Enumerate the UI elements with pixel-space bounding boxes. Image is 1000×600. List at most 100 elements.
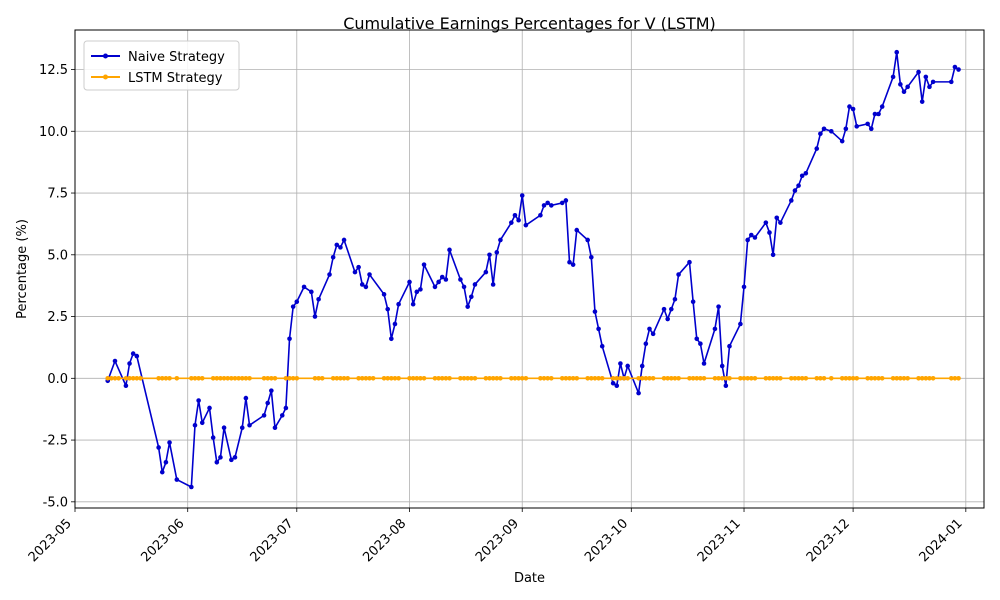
- naive-strategy-point: [436, 279, 441, 285]
- lstm-strategy-point: [210, 376, 216, 381]
- lstm-strategy-point: [850, 376, 856, 381]
- naive-strategy-point: [414, 289, 420, 295]
- naive-strategy-point: [814, 146, 820, 151]
- lstm-strategy-point: [748, 376, 754, 381]
- chart-title: Cumulative Earnings Percentages for V (L…: [343, 14, 716, 33]
- lstm-strategy-point: [636, 376, 641, 381]
- lstm-strategy-point: [541, 376, 547, 381]
- lstm-strategy-point: [290, 376, 296, 381]
- naive-strategy-point: [661, 306, 667, 312]
- naive-strategy-point: [229, 457, 234, 463]
- naive-strategy-point: [818, 131, 823, 137]
- naive-strategy-point: [574, 227, 580, 233]
- naive-strategy-point: [850, 106, 856, 112]
- lstm-strategy-point: [189, 376, 194, 381]
- naive-strategy-point: [221, 425, 227, 431]
- lstm-strategy-point: [799, 376, 805, 381]
- naive-strategy-point: [418, 287, 423, 292]
- naive-strategy-point: [199, 420, 205, 426]
- naive-strategy-point: [923, 74, 929, 80]
- naive-strategy-point: [283, 405, 289, 411]
- lstm-strategy-point: [494, 376, 500, 381]
- naive-strategy-point: [196, 398, 201, 403]
- naive-strategy-point: [381, 292, 387, 297]
- naive-strategy-point: [294, 299, 300, 305]
- lstm-strategy-point: [567, 376, 572, 381]
- lstm-strategy-point: [865, 376, 870, 381]
- lstm-strategy-point: [261, 376, 267, 381]
- naive-strategy-point: [589, 254, 594, 260]
- naive-strategy-point: [821, 126, 827, 132]
- naive-strategy-point: [214, 459, 220, 465]
- naive-strategy-point: [439, 274, 445, 280]
- lstm-strategy-point: [319, 376, 325, 381]
- naive-strategy-point: [134, 353, 140, 359]
- lstm-strategy-point: [214, 376, 220, 381]
- lstm-strategy-point: [545, 376, 550, 381]
- naive-strategy-point: [287, 336, 292, 342]
- lstm-strategy-point: [890, 376, 896, 381]
- lstm-strategy-point: [127, 376, 132, 381]
- naive-strategy-point: [669, 306, 674, 312]
- naive-strategy-point: [774, 215, 780, 221]
- lstm-strategy-point: [625, 376, 630, 381]
- naive-strategy-point: [327, 272, 332, 277]
- lstm-strategy-point: [196, 376, 201, 381]
- naive-strategy-point: [770, 252, 776, 258]
- naive-strategy-point: [610, 380, 616, 386]
- naive-strategy-point: [752, 235, 758, 240]
- naive-strategy-point: [618, 361, 623, 366]
- naive-strategy-point: [272, 425, 278, 431]
- lstm-strategy-point: [389, 376, 394, 381]
- lstm-strategy-point: [916, 376, 921, 381]
- lstm-strategy-point: [490, 376, 496, 381]
- lstm-strategy-point: [370, 376, 376, 381]
- naive-strategy-point: [447, 247, 452, 253]
- lstm-strategy-point: [396, 376, 401, 381]
- lstm-strategy-point: [345, 376, 351, 381]
- naive-strategy-point: [316, 296, 321, 302]
- lstm-strategy-point: [716, 376, 721, 381]
- lstm-strategy-point: [341, 376, 347, 381]
- naive-strategy-point: [876, 111, 881, 117]
- naive-strategy-point: [356, 264, 361, 270]
- naive-strategy-point: [338, 245, 343, 250]
- naive-strategy-point: [847, 104, 852, 109]
- naive-strategy-point: [545, 200, 550, 206]
- lstm-strategy-point: [112, 376, 118, 381]
- lstm-strategy-point: [269, 376, 274, 381]
- naive-strategy-point: [469, 294, 474, 300]
- y-tick-label: 10.0: [39, 125, 68, 140]
- lstm-strategy-point: [792, 376, 798, 381]
- naive-strategy-point: [843, 126, 849, 132]
- lstm-strategy-point: [225, 376, 231, 381]
- lstm-strategy-point: [901, 376, 907, 381]
- lstm-strategy-point: [192, 376, 198, 381]
- naive-strategy-point: [792, 188, 798, 193]
- lstm-strategy-point: [407, 376, 412, 381]
- lstm-strategy-point: [930, 376, 936, 381]
- lstm-strategy-point: [156, 376, 161, 381]
- lstm-strategy-point: [516, 376, 521, 381]
- naive-strategy-point: [676, 272, 681, 277]
- naive-strategy-point: [341, 237, 347, 243]
- naive-strategy-point: [432, 284, 438, 290]
- naive-strategy-point: [723, 383, 729, 389]
- lstm-strategy-point: [952, 376, 958, 381]
- naive-strategy-point: [312, 314, 318, 319]
- series-layer: [105, 49, 961, 490]
- naive-strategy-point: [570, 262, 576, 267]
- naive-strategy-point: [865, 121, 870, 127]
- lstm-strategy-point: [439, 376, 445, 381]
- lstm-strategy-point: [294, 376, 300, 381]
- lstm-strategy-point: [138, 376, 143, 381]
- lstm-strategy-point: [559, 376, 565, 381]
- naive-strategy-point: [854, 124, 860, 129]
- lstm-strategy-point: [523, 376, 529, 381]
- lstm-strategy-point: [669, 376, 674, 381]
- lstm-strategy-point: [774, 376, 780, 381]
- lstm-strategy-point: [109, 376, 114, 381]
- lstm-strategy-point: [727, 376, 732, 381]
- lstm-strategy-point: [221, 376, 227, 381]
- lstm-strategy-point: [498, 376, 503, 381]
